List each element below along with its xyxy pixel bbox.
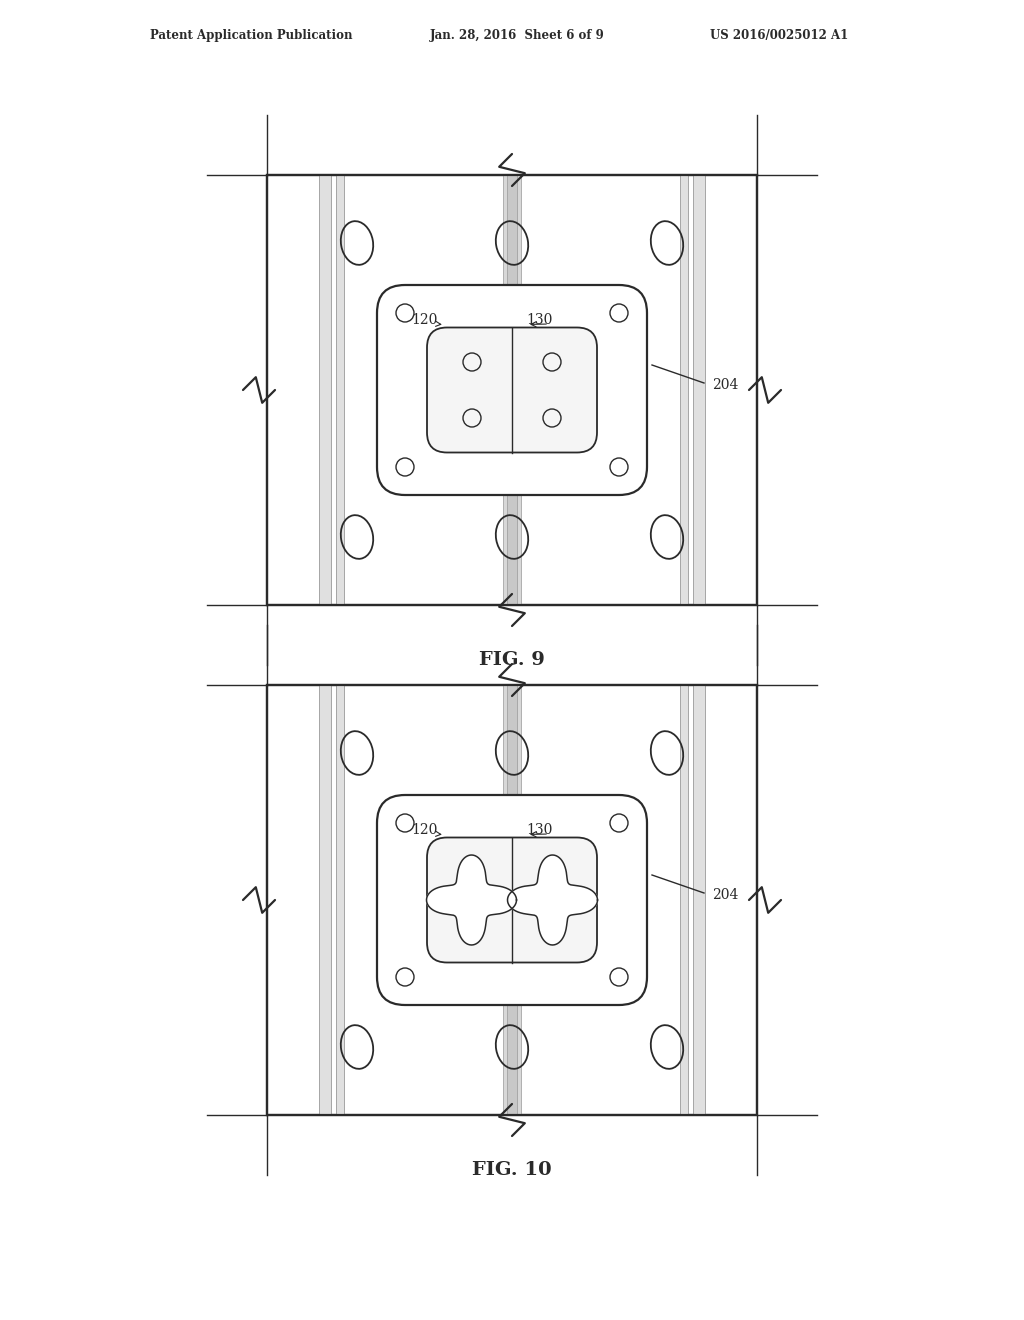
Bar (267, 176, 757, 605)
Text: 120: 120 (411, 822, 437, 837)
Bar (680, 685, 688, 1115)
Bar (267, 685, 757, 1115)
Polygon shape (508, 855, 597, 945)
Text: FIG. 9: FIG. 9 (479, 651, 545, 669)
Text: 204: 204 (712, 888, 738, 902)
Text: Jan. 28, 2016  Sheet 6 of 9: Jan. 28, 2016 Sheet 6 of 9 (430, 29, 605, 41)
Bar (503, 685, 521, 1115)
Text: 204: 204 (712, 378, 738, 392)
Bar (267, 176, 757, 605)
Text: 120: 120 (411, 313, 437, 327)
Bar (336, 176, 344, 605)
Text: 130: 130 (526, 822, 552, 837)
Text: US 2016/0025012 A1: US 2016/0025012 A1 (710, 29, 848, 41)
FancyBboxPatch shape (377, 285, 647, 495)
FancyBboxPatch shape (377, 795, 647, 1005)
Bar (680, 176, 688, 605)
Bar (507, 176, 517, 605)
Polygon shape (427, 855, 516, 945)
Bar (693, 685, 705, 1115)
Bar (507, 685, 517, 1115)
Bar (319, 176, 331, 605)
FancyBboxPatch shape (427, 837, 597, 962)
Text: FIG. 10: FIG. 10 (472, 1162, 552, 1179)
Text: 130: 130 (526, 313, 552, 327)
FancyBboxPatch shape (427, 327, 597, 453)
Bar (267, 685, 757, 1115)
Bar (693, 176, 705, 605)
Text: Patent Application Publication: Patent Application Publication (150, 29, 352, 41)
Bar (503, 176, 521, 605)
Bar (336, 685, 344, 1115)
Bar (319, 685, 331, 1115)
